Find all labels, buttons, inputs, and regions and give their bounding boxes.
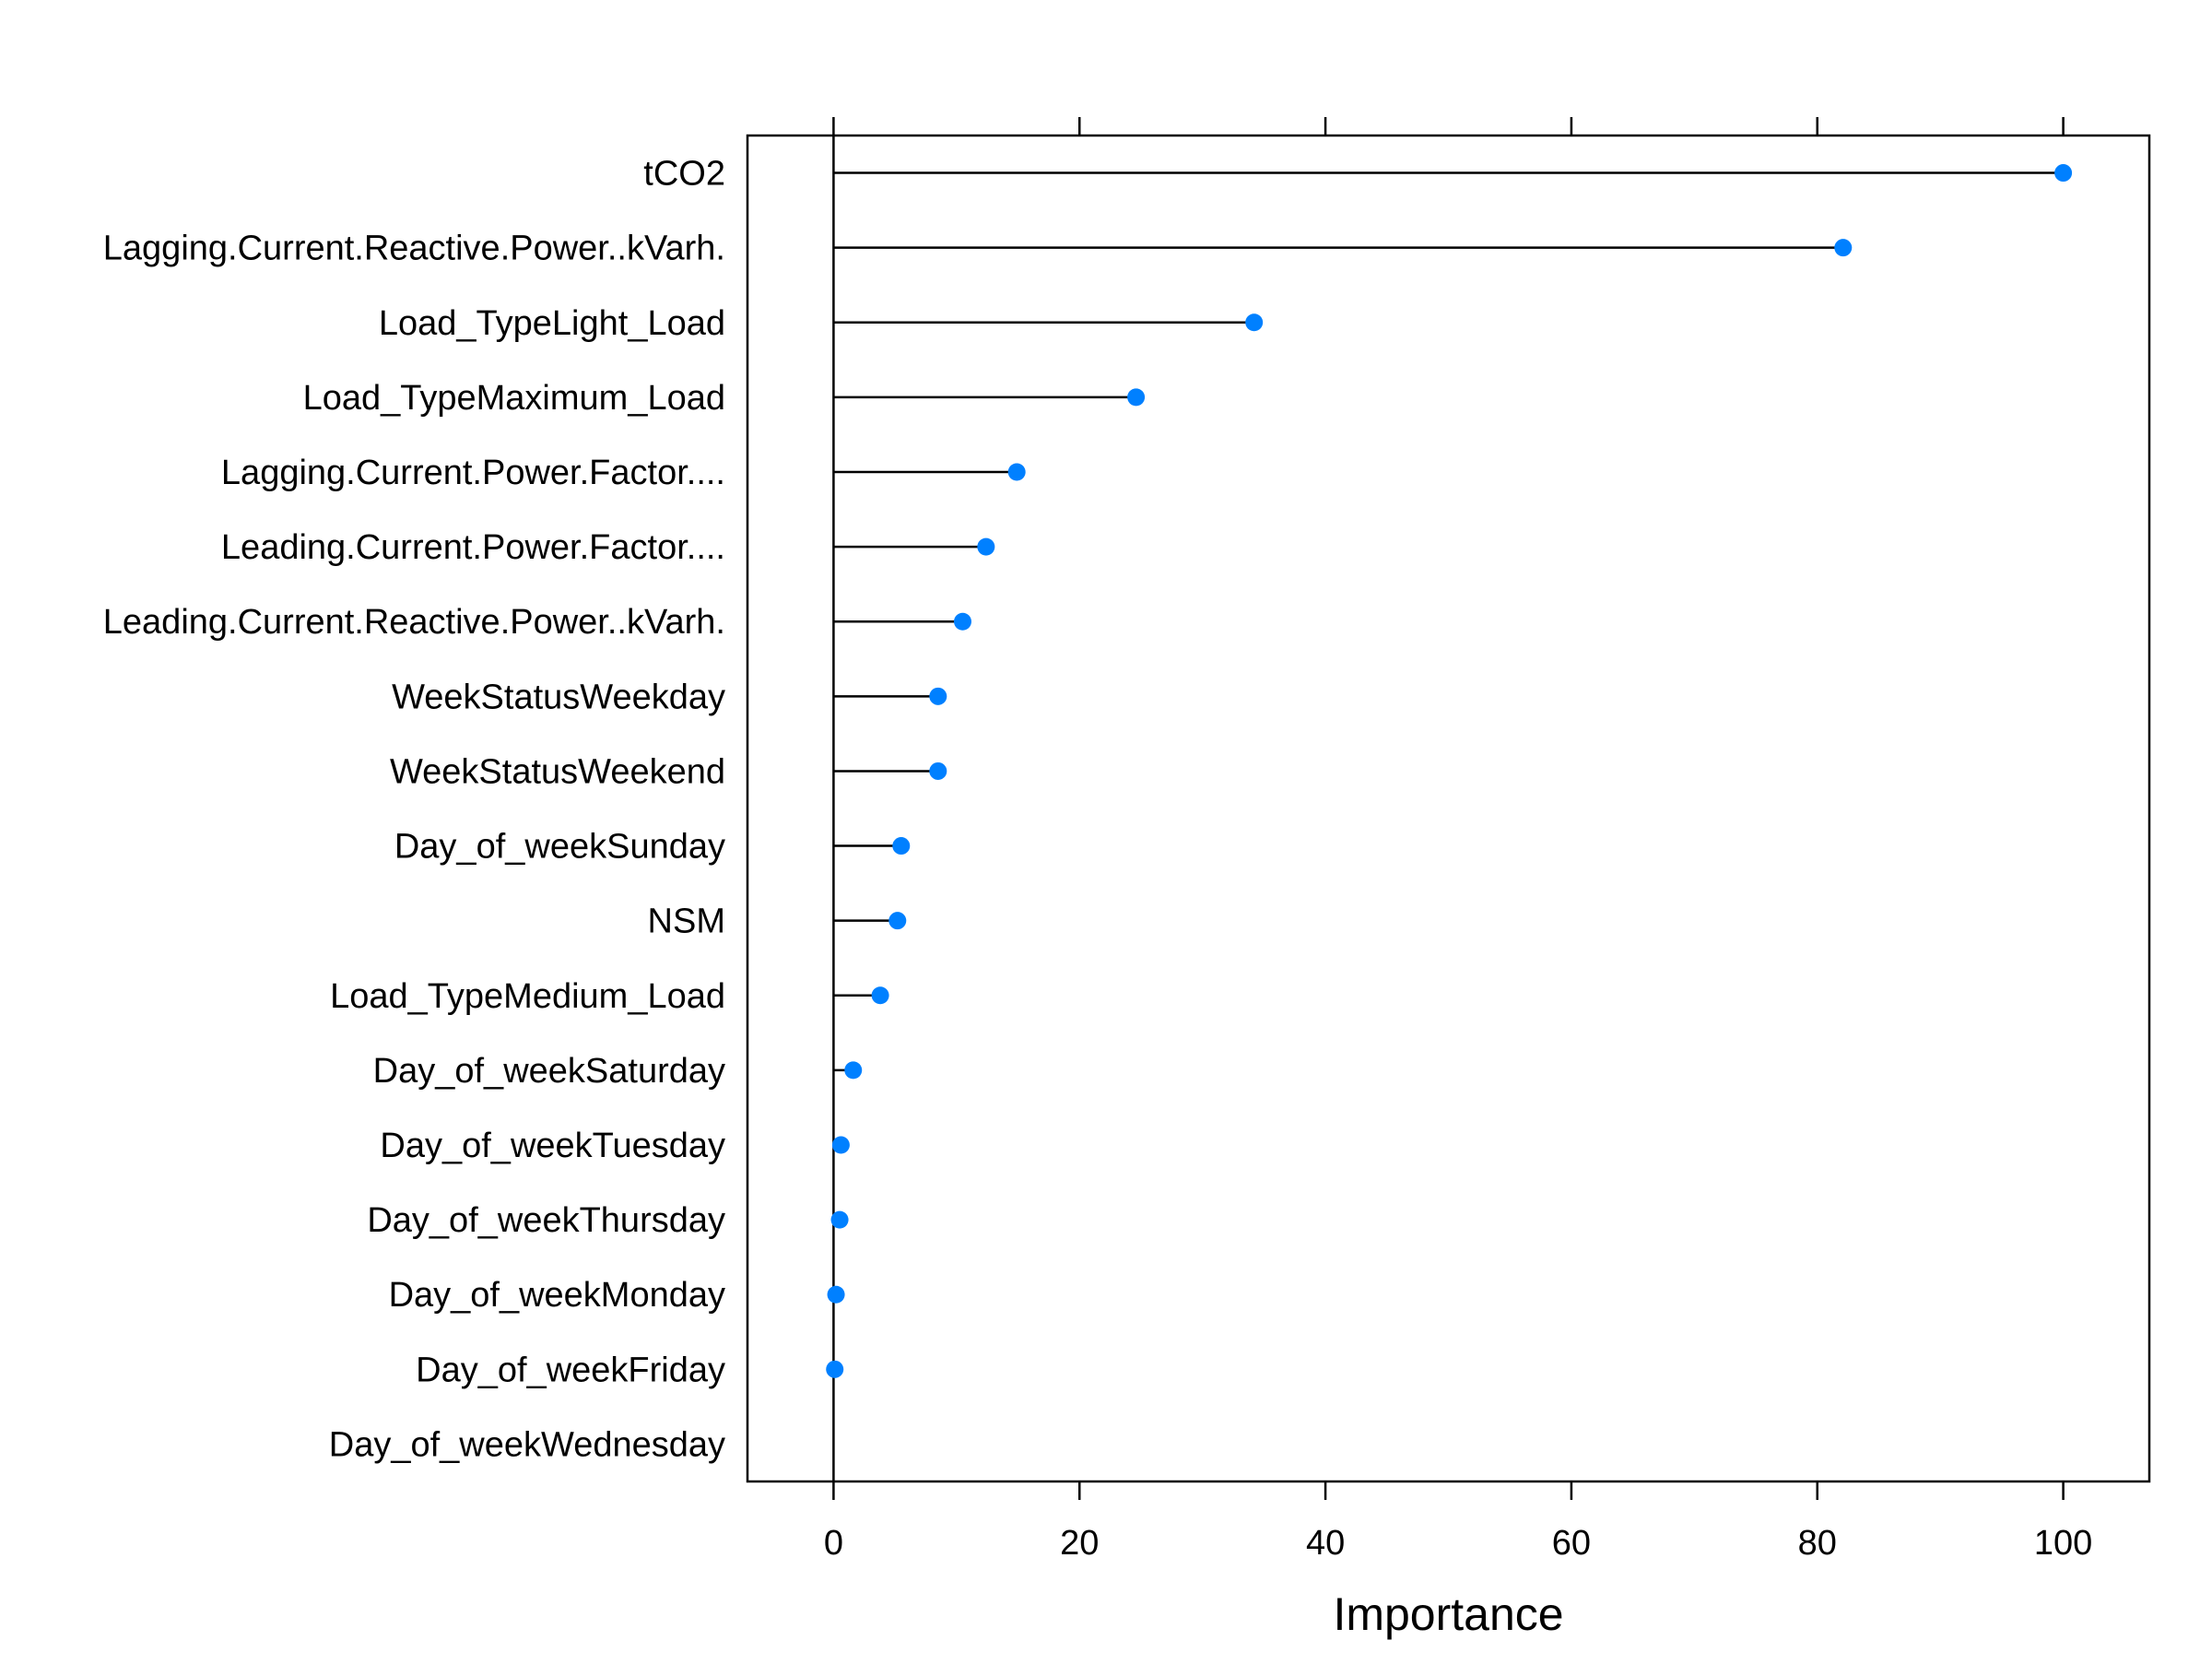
x-tick-label: 40 xyxy=(1306,1524,1345,1563)
category-label: WeekStatusWeekday xyxy=(392,678,725,716)
category-label: Day_of_weekSunday xyxy=(394,828,725,867)
category-label: tCO2 xyxy=(643,155,725,194)
x-axis-ticks: 0 20 40 60 80 100 xyxy=(824,117,2092,1563)
data-point xyxy=(831,1136,850,1154)
data-point xyxy=(844,1061,863,1080)
plot-frame xyxy=(746,134,2151,1483)
category-label: Leading.Current.Reactive.Power..kVarh. xyxy=(103,603,725,642)
lollipop-points xyxy=(826,164,2073,1378)
data-point xyxy=(826,1360,844,1378)
x-tick-label: 100 xyxy=(2034,1524,2092,1563)
data-point xyxy=(929,761,947,780)
data-point xyxy=(830,1210,849,1229)
category-label: Day_of_weekFriday xyxy=(416,1351,725,1389)
category-label: Day_of_weekThursday xyxy=(367,1201,725,1240)
category-label: WeekStatusWeekend xyxy=(390,752,725,791)
x-tick-label: 60 xyxy=(1552,1524,1591,1563)
x-tick-label: 80 xyxy=(1798,1524,1837,1563)
category-label: Lagging.Current.Power.Factor.... xyxy=(221,454,725,492)
category-label: Day_of_weekTuesday xyxy=(380,1127,725,1165)
data-point xyxy=(953,612,971,631)
data-point xyxy=(892,837,911,856)
category-label: Day_of_weekWednesday xyxy=(329,1425,725,1464)
x-tick-label: 20 xyxy=(1060,1524,1099,1563)
data-point xyxy=(1007,463,1026,481)
category-label: NSM xyxy=(648,903,725,941)
data-point xyxy=(1834,239,1853,257)
category-label: Load_TypeLight_Load xyxy=(379,304,725,343)
data-point xyxy=(2054,164,2073,183)
x-axis-title: Importance xyxy=(1333,1588,1563,1640)
x-tick-label: 0 xyxy=(824,1524,843,1563)
category-labels: tCO2 Lagging.Current.Reactive.Power..kVar… xyxy=(103,155,725,1465)
lollipop-lines xyxy=(833,171,2064,1371)
category-label: Load_TypeMedium_Load xyxy=(330,977,725,1016)
data-point xyxy=(827,1285,845,1304)
category-label: Load_TypeMaximum_Load xyxy=(303,379,725,418)
data-point xyxy=(1127,388,1146,407)
data-point xyxy=(1245,313,1264,332)
category-label: Day_of_weekSaturday xyxy=(373,1052,725,1091)
category-label: Lagging.Current.Reactive.Power..kVarh. xyxy=(103,230,725,268)
category-label: Leading.Current.Power.Factor.... xyxy=(221,528,725,567)
data-point xyxy=(977,537,995,556)
data-point xyxy=(929,687,947,705)
data-point xyxy=(888,912,907,930)
data-point xyxy=(871,986,889,1005)
category-label: Day_of_weekMonday xyxy=(389,1276,725,1315)
